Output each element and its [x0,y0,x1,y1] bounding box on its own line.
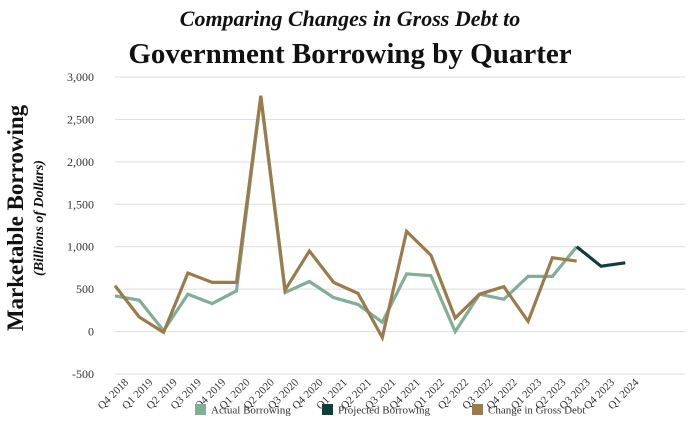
y-tick-label: -500 [72,367,94,381]
y-tick-label: 500 [76,282,94,296]
series-line-actual-borrowing [114,97,578,335]
legend-label: Change in Gross Debt [488,405,585,417]
y-tick-label: 1,500 [67,197,94,211]
series-line-change-in-gross-debt [113,95,577,342]
y-tick-label: 0 [88,325,94,339]
series-lines [113,95,626,342]
legend-swatch [472,404,483,415]
chart-title: Comparing Changes in Gross Debt to [179,6,521,31]
y-tick-label: 2,500 [67,112,94,126]
chart-subtitle: Government Borrowing by Quarter [128,38,572,70]
legend-swatch [195,404,206,415]
series-line-projected-borrowing [575,245,626,268]
y-axis-ticks: -500 0 500 1,000 1,500 2,000 2,500 3,000 [67,70,94,381]
y-axis-sublabel: (Billions of Dollars) [32,160,47,276]
y-tick-label: 3,000 [67,70,94,84]
y-tick-label: 2,000 [67,155,94,169]
legend-label: Actual Borrowing [211,405,291,417]
legend-label: Projected Borrowing [338,405,430,417]
legend: Actual Borrowing Projected Borrowing Chang… [195,404,585,417]
gridlines [115,76,685,375]
y-axis-label: Marketable Borrowing [3,104,28,331]
legend-swatch [322,404,333,415]
y-tick-label: 1,000 [67,240,94,254]
